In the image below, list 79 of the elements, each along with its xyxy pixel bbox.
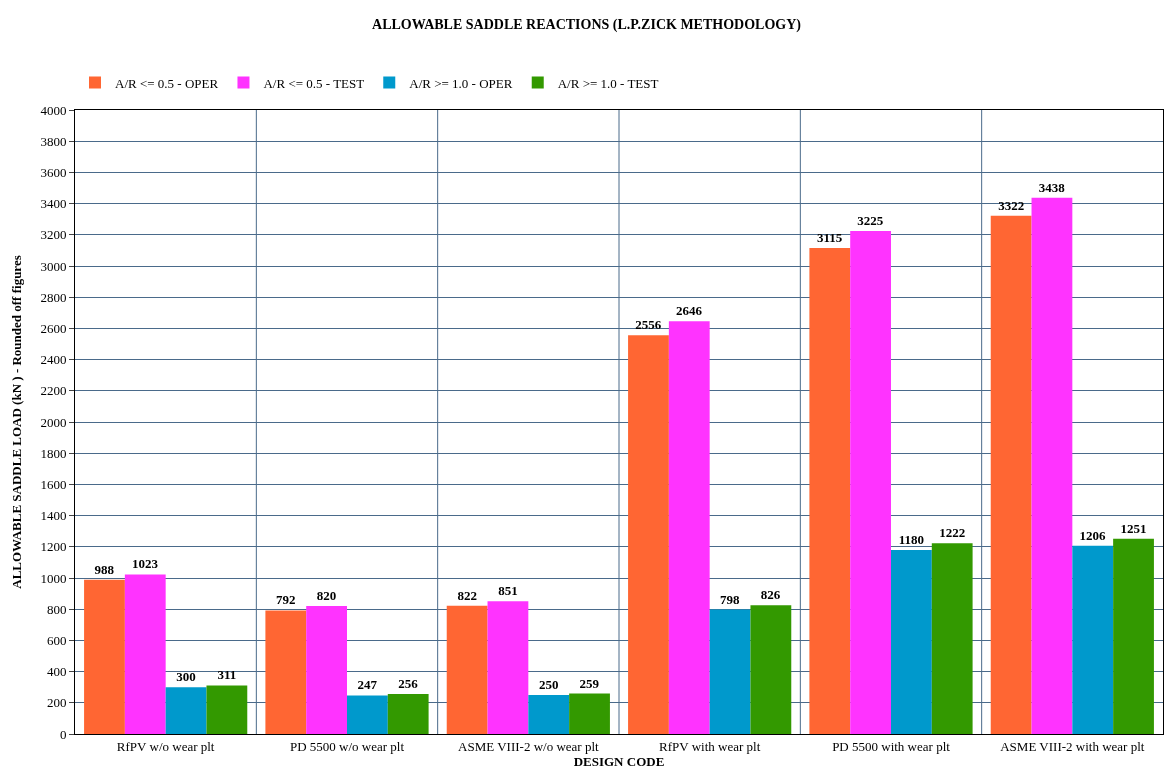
data-label: 2646 <box>676 303 703 319</box>
y-tick-label: 3800 <box>40 133 67 149</box>
data-label: 311 <box>217 667 237 683</box>
data-label: 256 <box>398 676 419 692</box>
bar <box>206 685 248 734</box>
bar <box>487 601 529 734</box>
bar <box>528 695 570 734</box>
y-tick-label: 3200 <box>40 227 67 243</box>
data-label: 798 <box>720 591 741 607</box>
x-tick-label: PD 5500 w/o wear plt <box>289 738 405 754</box>
data-label: 1206 <box>1079 527 1106 543</box>
data-label: 988 <box>94 561 115 577</box>
bar <box>165 687 207 734</box>
bar <box>124 574 166 734</box>
data-label: 300 <box>176 669 196 685</box>
bar <box>265 610 307 734</box>
y-tick-label: 0 <box>59 726 67 742</box>
bar <box>750 605 792 734</box>
y-tick-label: 3000 <box>40 258 67 274</box>
y-tick-label: 200 <box>46 695 67 711</box>
y-tick-label: 1800 <box>40 445 67 461</box>
y-tick-label: 2400 <box>40 352 67 368</box>
x-tick-label: PD 5500 with wear plt <box>832 738 951 754</box>
data-label: 826 <box>760 587 781 603</box>
data-label: 1023 <box>132 556 159 572</box>
data-label: 822 <box>457 587 477 603</box>
data-label: 792 <box>276 592 296 608</box>
y-tick-label: 1600 <box>40 476 67 492</box>
data-label: 250 <box>538 677 559 692</box>
bar <box>1113 538 1154 734</box>
y-tick-label: 2200 <box>40 383 67 399</box>
bar <box>347 695 388 734</box>
y-tick-label: 1000 <box>40 570 67 586</box>
data-label: 3225 <box>857 212 884 228</box>
bar <box>387 694 429 734</box>
bar <box>850 230 891 734</box>
legend-label: A/R >= 1.0 - TEST <box>557 75 659 91</box>
legend-label: A/R >= 1.0 - OPER <box>409 75 513 91</box>
y-tick-label: 3600 <box>40 164 67 180</box>
legend-label: A/R <= 0.5 - TEST <box>263 75 365 91</box>
y-tick-label: 3400 <box>40 196 67 212</box>
y-tick-label: 2600 <box>40 320 67 336</box>
bar <box>628 335 669 734</box>
bar <box>931 543 973 734</box>
data-label: 3438 <box>1038 179 1066 195</box>
y-tick-label: 2000 <box>40 414 67 430</box>
bar <box>569 693 610 734</box>
x-tick-label: ASME VIII-2 w/o wear plt <box>458 738 599 754</box>
x-tick-label: RfPV with wear plt <box>659 738 761 754</box>
data-label: 1180 <box>898 531 925 547</box>
bar <box>809 248 851 734</box>
chart-title: ALLOWABLE SADDLE REACTIONS (L.P.ZICK METHODOLOGY) <box>372 17 802 34</box>
x-tick-label: RfPV w/o wear plt <box>116 738 215 754</box>
y-tick-label: 600 <box>46 632 67 648</box>
data-label: 851 <box>498 583 518 599</box>
y-tick-label: 1400 <box>40 508 67 524</box>
y-axis-title: ALLOWABLE SADDLE LOAD (kN ) - Rounded off figures <box>9 255 25 589</box>
bar <box>1031 197 1073 734</box>
data-label: 820 <box>316 588 337 604</box>
bar <box>709 609 751 734</box>
y-tick-label: 400 <box>46 664 67 680</box>
y-tick-label: 1200 <box>40 539 67 555</box>
bar <box>84 579 125 734</box>
bar <box>446 605 488 734</box>
data-label: 247 <box>357 677 378 693</box>
bar <box>306 606 347 734</box>
bar <box>668 321 710 734</box>
y-tick-label: 2800 <box>40 289 67 305</box>
data-label: 259 <box>579 675 600 691</box>
data-label: 1222 <box>939 525 966 541</box>
legend-label: A/R <= 0.5 - OPER <box>115 75 219 91</box>
data-label: 1251 <box>1120 520 1147 536</box>
y-tick-label: 4000 <box>40 102 67 118</box>
x-tick-label: ASME VIII-2 with wear plt <box>1000 738 1145 754</box>
y-tick-label: 800 <box>46 601 67 617</box>
bar <box>891 549 932 734</box>
x-axis-title: DESIGN CODE <box>573 754 665 770</box>
bar <box>1072 545 1114 734</box>
bar <box>990 215 1032 734</box>
